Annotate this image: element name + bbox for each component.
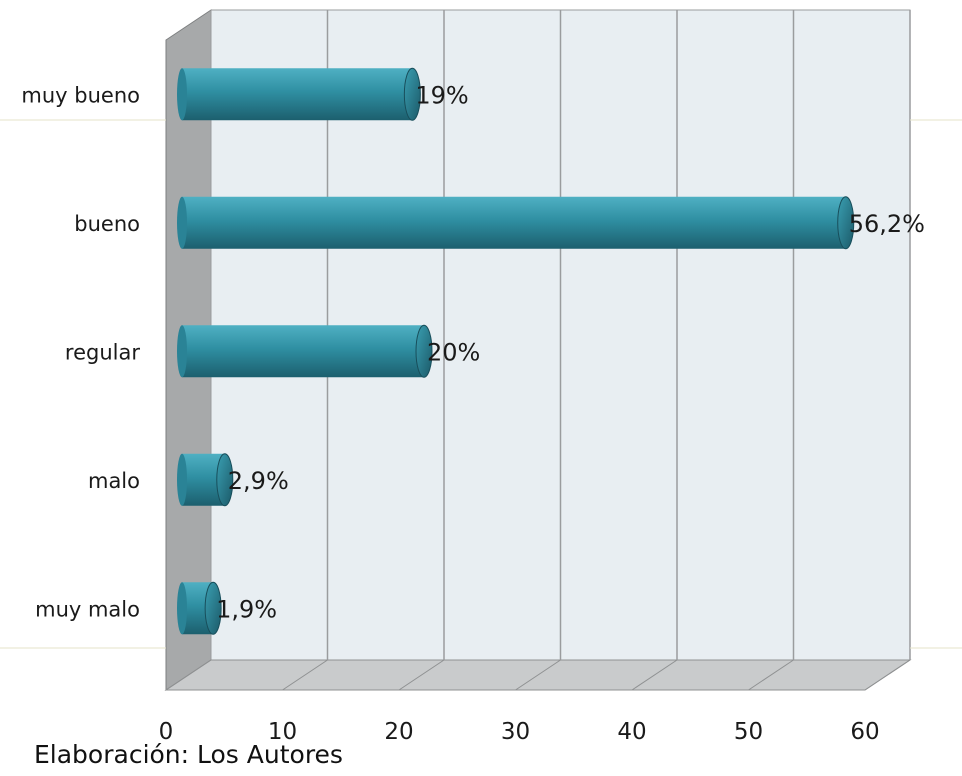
bar-group: 56,2% — [177, 196, 925, 250]
bar — [182, 68, 413, 121]
x-tick-label: 60 — [850, 719, 879, 745]
floor-gridline — [165, 659, 212, 691]
bar-start-cap — [177, 196, 187, 249]
bar-end-cap — [403, 67, 421, 121]
bar-end-cap — [837, 196, 855, 250]
bar-start-cap — [177, 582, 187, 635]
bars: 19% 56,2% 20% 2,9% 1,9% — [177, 67, 925, 635]
category-label: bueno — [74, 212, 140, 236]
x-tick-label: 40 — [617, 719, 646, 745]
floor-gridline — [515, 659, 561, 691]
floor-gridline — [748, 659, 794, 691]
bar-start-cap — [177, 453, 187, 506]
category-labels: muy bueno bueno regular malo muy malo — [21, 83, 140, 621]
data-label: 1,9% — [216, 595, 277, 623]
category-label: muy bueno — [21, 83, 140, 107]
x-tick-label: 30 — [501, 719, 530, 745]
x-tick-label: 20 — [384, 719, 413, 745]
x-tick-label: 50 — [734, 719, 763, 745]
caption: Elaboración: Los Autores — [34, 740, 343, 769]
bar-end-cap — [415, 324, 433, 378]
data-label: 19% — [415, 81, 468, 109]
bar-group: 2,9% — [177, 453, 289, 507]
category-label: muy malo — [35, 597, 140, 621]
floor-gridline — [282, 659, 328, 691]
floor-gridline — [631, 659, 678, 691]
x-tick-labels: 0 10 20 30 40 50 60 — [159, 719, 880, 745]
category-label: malo — [88, 469, 140, 493]
bar-group: 19% — [177, 67, 469, 121]
bar-group: 20% — [177, 324, 480, 378]
bar-end-cap — [204, 581, 222, 635]
bar-end-cap — [216, 453, 234, 507]
data-label: 20% — [427, 338, 480, 366]
data-label: 56,2% — [849, 210, 925, 238]
data-label: 2,9% — [228, 467, 289, 495]
bar — [182, 325, 424, 378]
floor-gridline — [398, 659, 445, 691]
bar-start-cap — [177, 325, 187, 378]
x-tick-label: 0 — [159, 719, 174, 745]
bar — [182, 196, 846, 249]
x-tick-label: 10 — [268, 719, 297, 745]
category-label: regular — [65, 340, 140, 364]
bar-start-cap — [177, 68, 187, 121]
bar-group: 1,9% — [177, 581, 277, 635]
floor-gridline — [864, 659, 911, 691]
